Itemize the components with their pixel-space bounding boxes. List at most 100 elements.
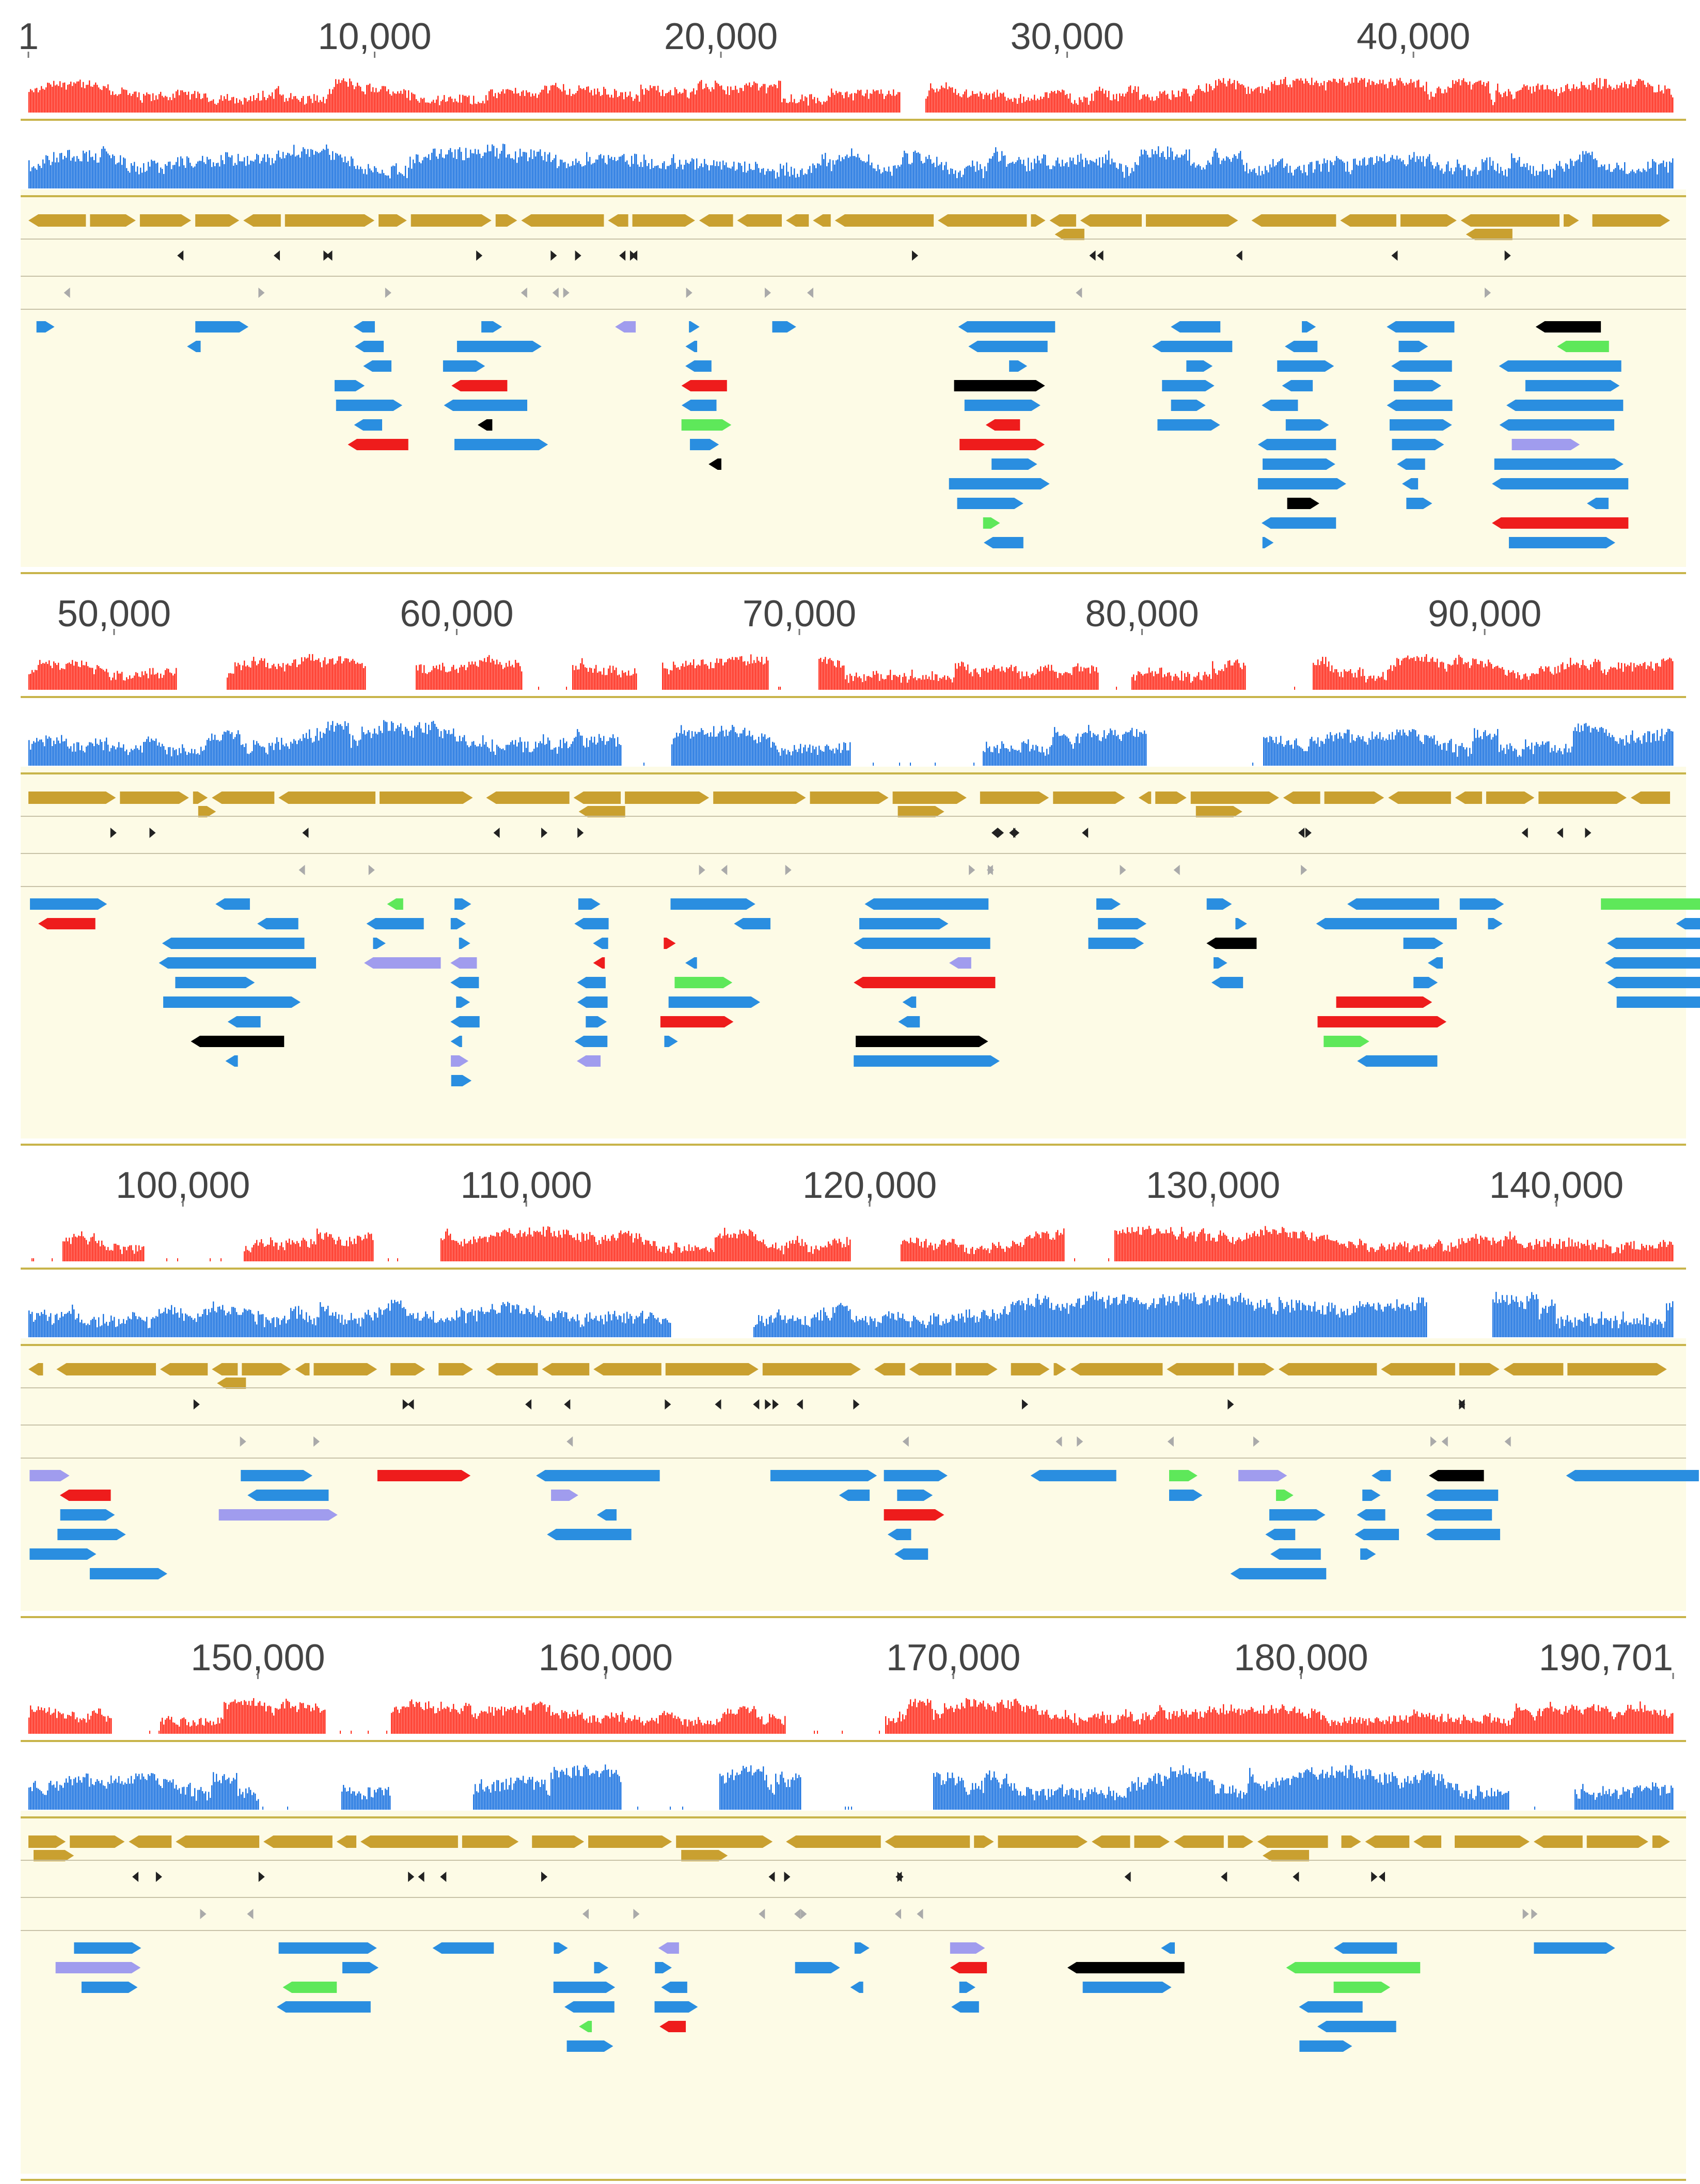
gc-content-bar [1040, 666, 1042, 690]
gc-skew-bar [795, 177, 797, 188]
gc-content-bar [832, 1240, 834, 1261]
gc-skew-bar [1595, 726, 1596, 766]
gc-content-bar [1130, 85, 1131, 113]
gc-content-bar [1601, 670, 1602, 690]
gc-skew-bar [1100, 167, 1102, 188]
gc-content-bar [520, 96, 521, 113]
gc-content-bar [854, 676, 856, 690]
gc-skew-bar [616, 161, 617, 188]
gc-content-bar [722, 89, 724, 113]
gc-skew-bar [1038, 751, 1040, 766]
gc-skew-bar [814, 165, 815, 188]
gc-content-bar [1082, 671, 1083, 690]
gc-skew-bar [1447, 743, 1449, 766]
gc-content-bar [1446, 1251, 1447, 1261]
gc-skew-bar [1576, 160, 1578, 188]
gc-content-bar [972, 1246, 973, 1261]
gc-skew-bar [1159, 157, 1161, 188]
gc-content-bar [1057, 90, 1059, 113]
gc-content-bar [324, 657, 326, 690]
gc-content-bar [1398, 659, 1399, 690]
gc-skew-bar [53, 740, 55, 766]
marker-dark [1082, 828, 1089, 838]
gc-content-bar [625, 1232, 626, 1261]
gc-content-bar [1395, 667, 1396, 690]
gc-content-bar [901, 683, 902, 690]
feature-arrow [709, 458, 721, 470]
gc-content-bar [1127, 91, 1128, 113]
gc-content-bar [1579, 1248, 1581, 1261]
gc-content-bar [262, 1243, 264, 1261]
gc-content-bar [538, 94, 540, 113]
gc-content-bar [1353, 677, 1355, 690]
gc-skew-bar [705, 734, 707, 766]
gc-content-bar [614, 1238, 616, 1261]
gc-skew-bar [134, 749, 135, 766]
gc-content-bar [428, 102, 430, 113]
gc-content-bar [911, 669, 913, 690]
gc-content-bar [1220, 671, 1221, 690]
gc-content-bar [1282, 84, 1283, 113]
gc-content-bar [1654, 92, 1655, 113]
gc-skew-bar [701, 728, 702, 766]
gc-content-bar [629, 1236, 631, 1261]
gc-content-bar [295, 96, 296, 113]
gc-content-bar [1667, 659, 1669, 690]
gc-skew-bar [1646, 171, 1647, 188]
gc-content-bar [371, 91, 372, 113]
gc-content-bar [1545, 666, 1547, 690]
gc-content-bar [1519, 1243, 1520, 1261]
gc-content-bar [678, 667, 679, 690]
gc-skew-bar [684, 165, 685, 188]
gc-content-bar [134, 1254, 135, 1261]
gc-content-bar [1254, 1231, 1255, 1261]
gc-skew-bar [224, 164, 225, 188]
gc-skew-bar [101, 741, 103, 766]
gc-content-bar [1523, 674, 1525, 690]
gc-skew-bar [733, 726, 735, 766]
gc-skew-bar [458, 149, 459, 188]
gc-skew-bar [1116, 736, 1117, 766]
gc-content-bar [1079, 97, 1080, 113]
gc-skew-bar [510, 742, 512, 766]
gc-skew-bar [980, 164, 981, 188]
gc-content-bar [1530, 676, 1531, 690]
gc-content-bar [760, 87, 761, 113]
gc-skew-bar [1530, 749, 1531, 766]
gc-skew-bar [320, 731, 321, 766]
gc-content-bar [718, 84, 719, 113]
gc-content-bar [324, 103, 326, 113]
gc-skew-bar [1480, 170, 1482, 188]
gc-skew-bar [306, 733, 307, 766]
gene-arrow [980, 792, 1049, 804]
gc-content-bar [1085, 668, 1087, 690]
gc-content-bar [1313, 662, 1314, 690]
marker-dark [1504, 250, 1511, 261]
gc-skew-bar [496, 148, 498, 188]
map-row-1: 1 10,000 20,000 30,000 40,000 [18, 16, 1686, 574]
gc-skew-bar [1650, 168, 1652, 188]
gc-skew-bar [595, 744, 597, 766]
gc-skew-bar [185, 168, 186, 188]
gc-skew-bar [363, 732, 365, 766]
gc-skew-bar [588, 747, 589, 766]
gc-content-bar [1500, 94, 1502, 113]
gc-content-bar [837, 93, 839, 113]
gc-skew-bar [154, 161, 155, 188]
gc-content-bar [781, 102, 783, 113]
gc-content-bar [66, 1238, 67, 1261]
gc-skew-bar [987, 163, 989, 188]
gc-content-bar [83, 665, 84, 690]
gc-skew-bar [1545, 742, 1547, 766]
gc-skew-bar [552, 160, 554, 188]
gc-content-bar [535, 93, 537, 113]
gc-content-bar [973, 669, 975, 690]
gc-skew-bar [1271, 167, 1272, 188]
gc-content-bar [600, 1244, 602, 1261]
gc-skew-bar [695, 732, 696, 766]
gc-skew-bar [794, 745, 795, 766]
gc-skew-bar [797, 752, 798, 766]
gc-content-bar [1474, 659, 1475, 690]
gc-skew-bar [1026, 743, 1028, 766]
gc-skew-bar [1102, 157, 1104, 188]
